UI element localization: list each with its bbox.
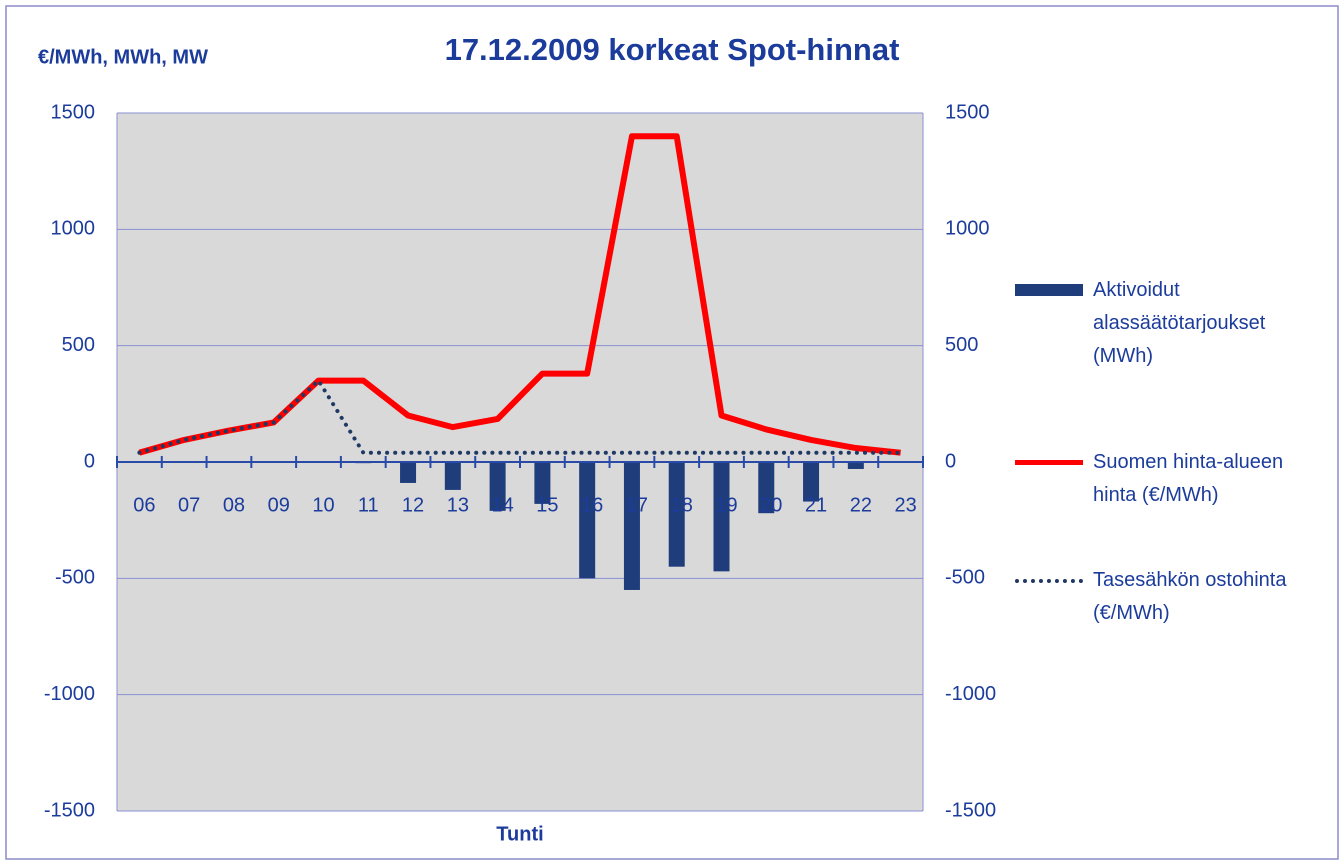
- x-tick-label: 06: [133, 494, 155, 516]
- x-axis-label: Tunti: [496, 823, 543, 845]
- y2-tick-label: 1000: [945, 218, 990, 240]
- x-tick-label: 21: [805, 494, 827, 516]
- x-tick-label: 23: [894, 494, 916, 516]
- y2-tick-label: 0: [945, 450, 956, 472]
- line-series: [137, 378, 903, 455]
- chart-title: 17.12.2009 korkeat Spot-hinnat: [445, 32, 900, 67]
- y2-tick-label: -500: [945, 567, 985, 589]
- legend-label: Tasesähkön ostohinta (€/MWh): [1093, 569, 1287, 624]
- y-tick-label: -1500: [44, 799, 95, 821]
- x-tick-label: 20: [760, 494, 782, 516]
- y-tick-label: 1000: [51, 218, 96, 240]
- legend-swatch: [1015, 284, 1083, 296]
- bar: [758, 462, 775, 514]
- y-tick-label: 0: [84, 450, 95, 472]
- bar: [623, 462, 640, 590]
- legend-swatch: [1015, 460, 1083, 465]
- y2-tick-label: -1000: [945, 683, 996, 705]
- bar: [534, 462, 551, 504]
- bar: [400, 462, 417, 483]
- bar: [489, 462, 506, 511]
- legend-swatch: [1015, 579, 1083, 583]
- x-tick-label: 15: [536, 494, 558, 516]
- x-tick-label: 11: [358, 494, 379, 516]
- x-tick-label: 10: [312, 494, 334, 516]
- x-tick-label: 18: [671, 494, 693, 516]
- y-tick-label: 500: [62, 334, 95, 356]
- bar: [803, 462, 820, 502]
- x-tick-label: 14: [491, 494, 513, 516]
- x-tick-label: 22: [850, 494, 872, 516]
- y-axis-label: €/MWh, MWh, MW: [38, 46, 208, 68]
- legend-label: Aktivoidut alassäätötarjoukset (MWh): [1093, 279, 1266, 367]
- y-tick-label: -1000: [44, 683, 95, 705]
- x-tick-label: 09: [268, 494, 290, 516]
- bar: [579, 462, 596, 579]
- y2-tick-label: 500: [945, 334, 978, 356]
- x-tick-label: 12: [402, 494, 424, 516]
- bar: [444, 462, 461, 490]
- x-tick-label: 08: [223, 494, 245, 516]
- bar: [713, 462, 730, 572]
- x-tick-label: 13: [447, 494, 469, 516]
- bar: [668, 462, 685, 567]
- x-tick-label: 17: [626, 494, 648, 516]
- y2-tick-label: 1500: [945, 101, 990, 123]
- x-tick-label: 19: [715, 494, 737, 516]
- x-tick-label: 16: [581, 494, 603, 516]
- bar: [847, 462, 864, 469]
- legend-label: Suomen hinta-alueen hinta (€/MWh): [1093, 451, 1284, 506]
- x-tick-label: 07: [178, 494, 200, 516]
- y-tick-label: 1500: [51, 101, 96, 123]
- y-tick-label: -500: [55, 567, 95, 589]
- y2-tick-label: -1500: [945, 799, 996, 821]
